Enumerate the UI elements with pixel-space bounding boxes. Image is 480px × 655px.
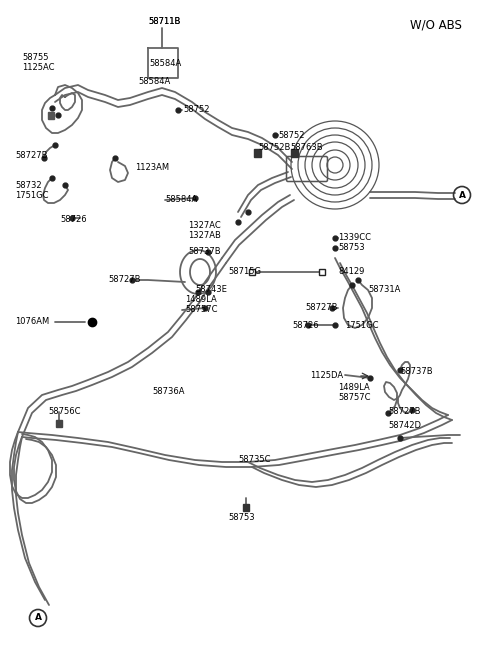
Text: 58757C: 58757C <box>338 394 371 403</box>
Text: 58755: 58755 <box>22 54 48 62</box>
Text: 58726: 58726 <box>60 215 86 225</box>
Text: 1076AM: 1076AM <box>15 318 49 326</box>
Text: 58753: 58753 <box>338 244 365 252</box>
Text: 58756C: 58756C <box>48 407 81 417</box>
Text: 1489LA: 1489LA <box>338 383 370 392</box>
Text: W/O ABS: W/O ABS <box>410 18 462 31</box>
Text: 58752: 58752 <box>183 105 209 115</box>
Text: 1339CC: 1339CC <box>338 233 371 242</box>
Text: 58753: 58753 <box>228 514 254 523</box>
Bar <box>291 149 298 157</box>
Text: 58736A: 58736A <box>152 388 184 396</box>
Text: 58584A: 58584A <box>149 60 181 69</box>
Text: 58711B: 58711B <box>148 18 180 26</box>
Bar <box>243 504 249 511</box>
Text: 58757C: 58757C <box>185 305 217 314</box>
Text: 1751GC: 1751GC <box>15 191 48 200</box>
Text: 1123AM: 1123AM <box>135 164 169 172</box>
Text: A: A <box>458 191 466 200</box>
Text: 58737B: 58737B <box>400 367 432 377</box>
Text: 58731A: 58731A <box>368 286 400 295</box>
Text: 58711B: 58711B <box>148 18 180 26</box>
Text: 1125DA: 1125DA <box>310 371 343 379</box>
Text: 58726: 58726 <box>292 320 319 329</box>
Text: 58735C: 58735C <box>238 455 271 464</box>
Text: A: A <box>35 614 41 622</box>
Text: 1327AC: 1327AC <box>188 221 221 229</box>
Text: 58584A: 58584A <box>138 77 170 86</box>
Text: 58715G: 58715G <box>228 267 261 276</box>
Text: 58727B: 58727B <box>388 407 420 417</box>
Text: 58763B: 58763B <box>290 143 323 153</box>
Text: 58752: 58752 <box>278 130 304 140</box>
Text: 84129: 84129 <box>338 267 364 276</box>
Text: 58727B: 58727B <box>305 303 337 312</box>
Text: 58742D: 58742D <box>388 421 421 430</box>
Text: 58743E: 58743E <box>195 286 227 295</box>
Text: 58737B: 58737B <box>188 248 221 257</box>
Text: 1751GC: 1751GC <box>345 320 379 329</box>
Bar <box>56 420 62 427</box>
Bar <box>48 112 54 119</box>
Text: 58727B: 58727B <box>108 276 141 284</box>
Text: 1489LA: 1489LA <box>185 295 217 305</box>
Text: 58752B: 58752B <box>258 143 290 153</box>
Text: 1125AC: 1125AC <box>22 64 55 73</box>
Bar <box>254 149 261 157</box>
Text: 1327AB: 1327AB <box>188 231 221 240</box>
Text: 58584A: 58584A <box>165 195 197 204</box>
Text: 58732: 58732 <box>15 181 42 189</box>
Text: 58727B: 58727B <box>15 151 48 160</box>
